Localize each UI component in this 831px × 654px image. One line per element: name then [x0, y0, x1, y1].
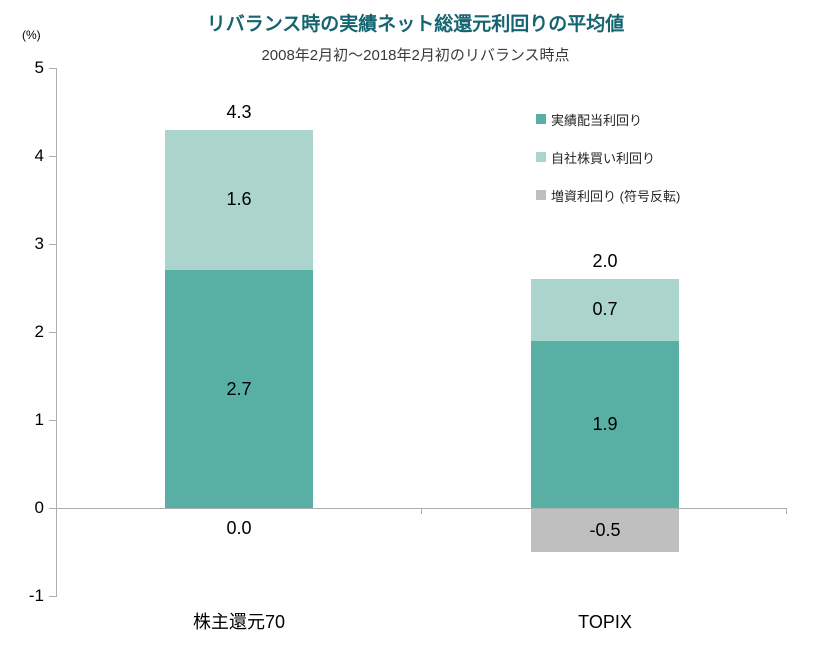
y-axis-tick-mark: [49, 596, 56, 597]
buyback-segment: 0.7: [531, 279, 679, 341]
legend-swatch-icon: [536, 152, 546, 162]
y-axis-tick-mark: [49, 244, 56, 245]
x-axis-tick-mark: [421, 508, 422, 514]
category-label: TOPIX: [578, 612, 632, 632]
legend-item: 増資利回り (符号反転): [536, 188, 681, 204]
issuance-zero-label: 0.0: [226, 518, 252, 538]
dividend-segment: 2.7: [165, 270, 313, 508]
y-axis-tick-label: 2: [34, 322, 44, 341]
y-axis-tick-label: 1: [34, 410, 44, 429]
y-axis-tick-label: 5: [34, 58, 44, 77]
category-label: 株主還元70: [192, 612, 286, 632]
y-axis-tick-label: 4: [34, 146, 44, 165]
legend-label: 実績配当利回り: [551, 112, 643, 128]
y-axis-tick-mark: [49, 156, 56, 157]
legend-swatch-icon: [536, 114, 546, 124]
x-axis-tick-mark: [786, 508, 787, 514]
legend-item: 自社株買い利回り: [536, 150, 680, 166]
legend-label: 自社株買い利回り: [551, 150, 656, 166]
legend: 実績配当利回り 自社株買い利回り増資利回り (符号反転): [536, 112, 681, 204]
y-axis-tick-label: -1: [28, 586, 44, 605]
legend-swatch-icon: [536, 190, 546, 200]
chart-title: リバランス時の実績ネット総還元利回りの平均値: [206, 14, 625, 35]
chart-subtitle: 2008年2月初～2018年2月初のリバランス時点: [261, 47, 570, 64]
bar-total-label: 2.0: [592, 251, 618, 272]
y-axis-tick-mark: [49, 420, 56, 421]
legend-label: 増資利回り (符号反転): [551, 188, 681, 204]
bar-total-label: 4.3: [226, 101, 252, 122]
y-axis-unit-label: (%): [22, 28, 41, 42]
y-axis-tick-mark: [49, 332, 56, 333]
buyback-segment: 1.6: [165, 129, 313, 271]
issuance-segment: -0.5: [531, 508, 679, 552]
dividend-segment: 1.9: [531, 340, 679, 508]
y-axis-tick-label: 0: [34, 498, 44, 517]
y-axis-tick-mark: [49, 68, 56, 69]
y-axis-tick-mark: [49, 508, 56, 509]
y-axis-tick-label: 3: [34, 234, 44, 253]
legend-item: 実績配当利回り: [536, 112, 680, 128]
y-axis-line: [56, 68, 57, 597]
